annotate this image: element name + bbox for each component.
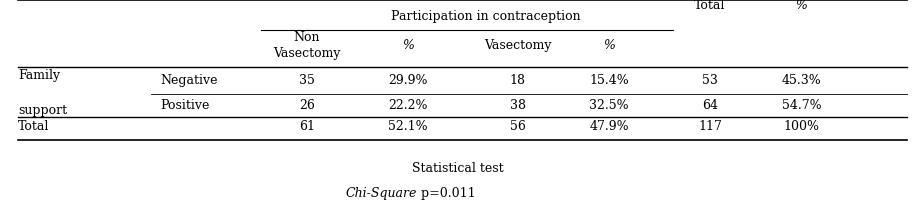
Text: 35: 35 [299, 74, 315, 87]
Text: p=0.011: p=0.011 [417, 187, 475, 200]
Text: 22.2%: 22.2% [387, 99, 428, 112]
Text: Positive: Positive [160, 99, 210, 112]
Text: 61: 61 [299, 120, 315, 133]
Text: 32.5%: 32.5% [589, 99, 629, 112]
Text: 45.3%: 45.3% [781, 74, 822, 87]
Text: 64: 64 [702, 99, 718, 112]
Text: Total: Total [694, 0, 725, 12]
Text: Total: Total [18, 120, 49, 133]
Text: %: % [796, 0, 807, 12]
Text: support: support [18, 104, 68, 117]
Text: Vasectomy: Vasectomy [484, 39, 551, 52]
Text: 53: 53 [702, 74, 718, 87]
Text: 26: 26 [299, 99, 315, 112]
Text: 15.4%: 15.4% [589, 74, 629, 87]
Text: Participation in contraception: Participation in contraception [390, 10, 581, 23]
Text: Chi-Square: Chi-Square [345, 187, 417, 200]
Text: 47.9%: 47.9% [589, 120, 629, 133]
Text: 56: 56 [509, 120, 526, 133]
Text: Statistical test: Statistical test [412, 162, 504, 176]
Text: Family: Family [18, 69, 60, 82]
Text: 52.1%: 52.1% [387, 120, 428, 133]
Text: 38: 38 [509, 99, 526, 112]
Text: 18: 18 [509, 74, 526, 87]
Text: 117: 117 [698, 120, 722, 133]
Text: %: % [604, 39, 615, 52]
Text: Vasectomy: Vasectomy [273, 47, 341, 60]
Text: Non: Non [294, 31, 320, 44]
Text: 100%: 100% [783, 120, 820, 133]
Text: Negative: Negative [160, 74, 218, 87]
Text: 29.9%: 29.9% [387, 74, 428, 87]
Text: %: % [402, 39, 413, 52]
Text: 54.7%: 54.7% [781, 99, 822, 112]
